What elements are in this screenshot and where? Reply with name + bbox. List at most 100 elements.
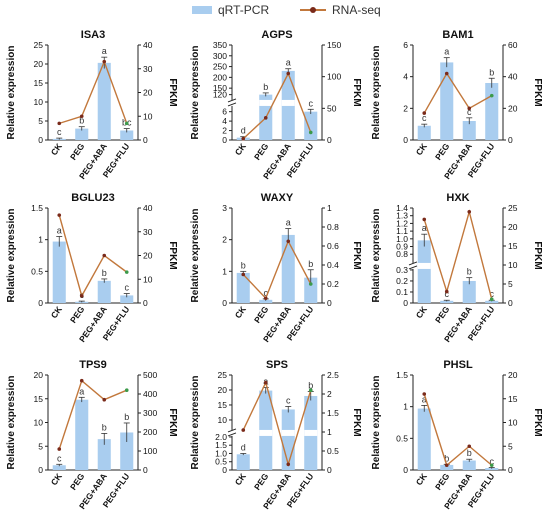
y-tick-label: 6 — [222, 107, 227, 117]
significance-letter: d — [241, 442, 246, 452]
y-tick-label: 1 — [222, 266, 227, 276]
significance-letter: c — [57, 127, 62, 137]
rnaseq-point — [308, 388, 313, 393]
y2-tick-label: 5 — [508, 441, 513, 451]
y-tick-label: 25 — [218, 370, 228, 380]
x-tick-label: PEG — [252, 471, 271, 492]
y-tick-label: 0 — [222, 465, 227, 475]
y-tick-label: 0 — [403, 465, 408, 475]
y-tick-label: 0.3 — [396, 265, 408, 275]
y-axis-label: Relative expression — [6, 46, 17, 140]
y-tick-label: 4 — [222, 116, 227, 126]
chart-panel-hxk: HXK00.10.20.30.80.91.01.11.21.31.4051015… — [371, 192, 543, 344]
significance-letter: c — [264, 288, 269, 298]
legend-bar-item: qRT-PCR — [192, 3, 269, 17]
rnaseq-point — [263, 380, 268, 385]
significance-letter: b — [241, 260, 246, 270]
bar-break — [259, 429, 273, 436]
chart-title: PHSL — [443, 359, 473, 371]
y2-axis-label: FPKM — [532, 241, 543, 269]
y2-tick-label: 200 — [143, 427, 157, 437]
y-tick-label: 3 — [222, 203, 227, 213]
y-tick-label: 1.0 — [396, 234, 408, 244]
chart-panel-agps: AGPS0246120150200250300350050100150Relat… — [190, 29, 362, 181]
rnaseq-point — [124, 388, 129, 393]
y-tick-label: 0.5 — [396, 433, 408, 443]
significance-letter: a — [422, 223, 427, 233]
y-tick-label: 1.2 — [396, 218, 408, 228]
y2-tick-label: 40 — [143, 40, 153, 50]
x-tick-label: PEG — [433, 141, 452, 162]
rnaseq-point — [102, 397, 107, 402]
y-tick-label: 250 — [213, 62, 227, 72]
rnaseq-point — [286, 239, 291, 244]
rnaseq-point — [286, 462, 291, 467]
rnaseq-point — [57, 121, 62, 126]
bar — [440, 464, 454, 470]
y-axis-label: Relative expression — [6, 209, 17, 303]
rnaseq-line — [242, 380, 312, 467]
rnaseq-point — [79, 378, 84, 383]
significance-letter: b — [467, 267, 472, 277]
y2-tick-label: 0.8 — [327, 222, 339, 232]
y-tick-label: 0.5 — [31, 266, 43, 276]
rnaseq-line — [59, 59, 128, 125]
bar — [97, 280, 111, 303]
rnaseq-point — [57, 213, 62, 217]
chart-panel-isa3: ISA3 0 5 10 15 20 25 0 10 20 30 40 Relative expressi… — [6, 29, 178, 181]
y2-tick-label: 40 — [143, 203, 153, 213]
y-axis-label: Relative expression — [371, 46, 382, 140]
rnaseq-line — [242, 239, 312, 300]
rnaseq-point — [308, 130, 313, 135]
y2-tick-label: 400 — [143, 389, 157, 399]
rnaseq-point — [308, 282, 313, 286]
y2-tick-label: 2 — [327, 389, 332, 399]
y-tick-label: 15 — [34, 394, 44, 404]
rnaseq-point — [489, 463, 494, 468]
bar — [259, 299, 273, 303]
rnaseq-line — [423, 209, 493, 300]
y2-tick-label: 40 — [508, 72, 518, 82]
y-tick-label: 2 — [403, 103, 408, 113]
bar-break — [259, 99, 273, 106]
y2-tick-label: 0 — [143, 135, 148, 145]
x-tick-label: CK — [49, 304, 65, 320]
significance-letter: c — [125, 283, 130, 293]
y-tick-label: 300 — [213, 51, 227, 61]
bar — [52, 241, 66, 303]
rnaseq-point — [57, 447, 62, 451]
bar-break — [417, 262, 431, 269]
significance-letter: a — [286, 218, 291, 228]
y-tick-label: 2.0 — [215, 432, 227, 442]
bar — [462, 280, 476, 303]
bar — [440, 62, 454, 140]
rnaseq-point — [263, 296, 268, 301]
bar — [75, 399, 89, 470]
chart-panel-waxy: WAXY 0 1 2 3 0 0.2 0.4 0.6 0.8 1 Relative expressio… — [190, 192, 362, 344]
rnaseq-point — [102, 59, 107, 64]
y-tick-label: 6 — [403, 40, 408, 50]
bar — [462, 460, 476, 470]
bar — [97, 62, 111, 140]
axis-break-mask — [228, 99, 236, 106]
y-axis-label: Relative expression — [190, 46, 201, 140]
chart-panel-phsl: PHSL 0 0.5 1 1.5 0 5 10 15 20 Relative expression F… — [371, 359, 543, 511]
chart-panel-sps: SPS00.51.01.52.01015202500.511.522.5Rela… — [190, 359, 362, 511]
bar — [120, 295, 134, 303]
y-tick-label: 4 — [403, 72, 408, 82]
chart-title: TPS9 — [79, 359, 107, 371]
significance-letter: a — [444, 47, 449, 57]
significance-letter: c — [309, 98, 314, 108]
y2-tick-label: 1 — [327, 203, 332, 213]
significance-letter: b — [102, 268, 107, 278]
y-tick-label: 0.9 — [396, 242, 408, 252]
bar — [120, 432, 134, 470]
significance-letter: b — [79, 116, 84, 126]
y-tick-label: 15 — [218, 400, 228, 410]
significance-letter: b — [467, 448, 472, 458]
chart-panel-bglu23: BGLU23 0 0.5 1 1.5 0 10 20 30 40 Relative expressi… — [6, 192, 178, 344]
y-tick-label: 1.0 — [215, 448, 227, 458]
y2-tick-label: 0.2 — [327, 279, 339, 289]
chart-title: SPS — [266, 359, 288, 371]
